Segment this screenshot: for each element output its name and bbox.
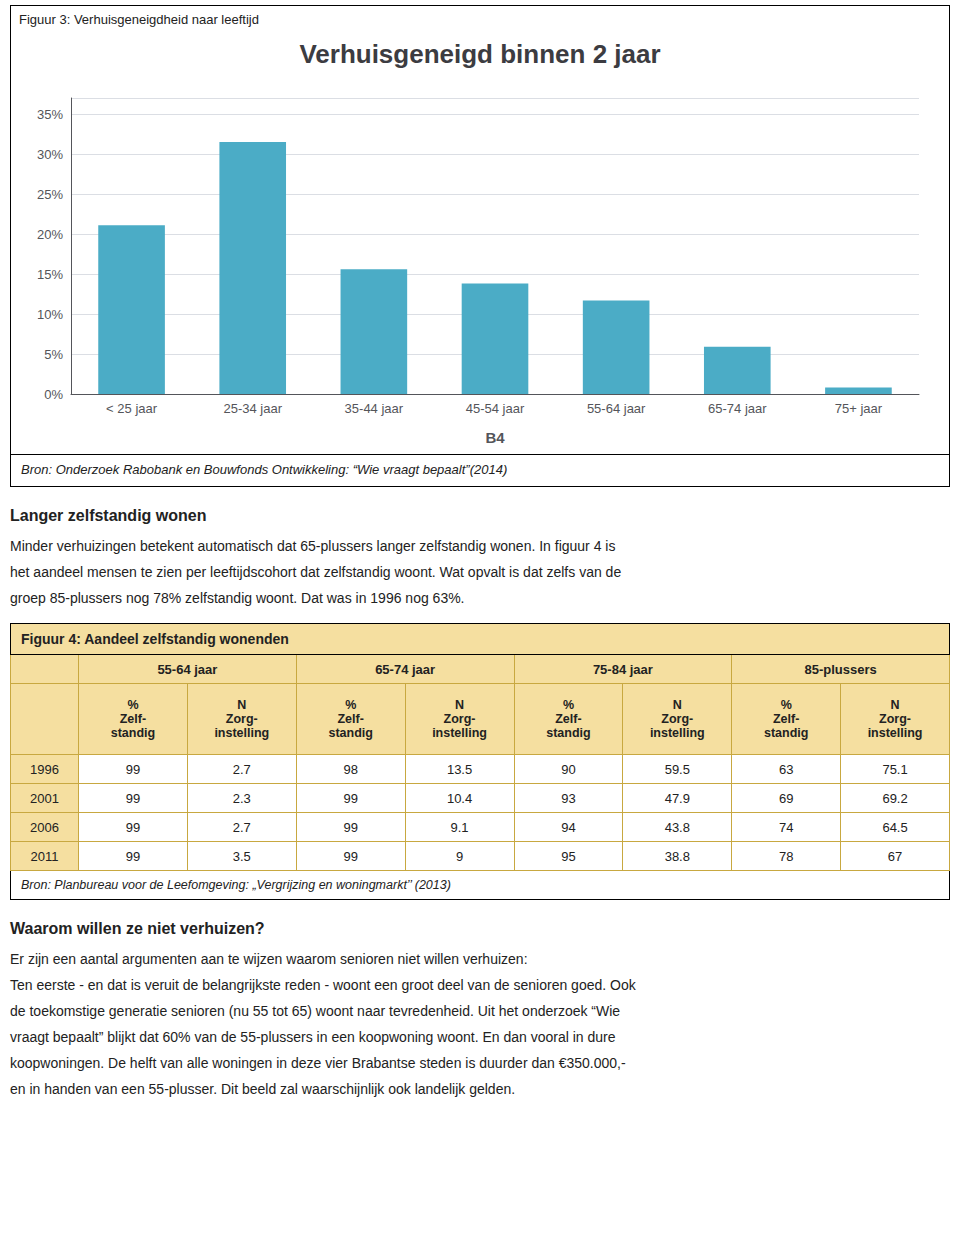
svg-text:0%: 0%: [44, 387, 63, 402]
html-text:13.5: 13.5: [446, 761, 473, 777]
html-text:Ten eerste - en dat is veruit: Ten eerste - en dat is veruit de belangr…: [10, 977, 636, 993]
html-text:90: 90: [561, 761, 576, 777]
html-text:% Zelf- standig: % Zelf- standig: [328, 698, 373, 740]
html-text:Figuur 3: Verhuisgeneigdheid n: Figuur 3: Verhuisgeneigdheid naar leefti…: [19, 12, 259, 27]
html-text:74: 74: [779, 819, 794, 835]
html-text:en in handen van een 55-plusse: en in handen van een 55-plusser. Dit bee…: [10, 1081, 516, 1097]
html-text:69.2: 69.2: [882, 790, 908, 806]
svg-text:15%: 15%: [37, 267, 63, 282]
html-text:47.9: 47.9: [664, 790, 690, 806]
html-text:63: 63: [779, 761, 794, 777]
html-text:2011: 2011: [30, 848, 59, 864]
html-text:99: 99: [343, 790, 358, 806]
html-text:Figuur 4: Aandeel zelfstandig: Figuur 4: Aandeel zelfstandig wonenden: [21, 631, 289, 647]
html-text:99: 99: [343, 819, 358, 835]
html-text:Er zijn een aantal argumenten: Er zijn een aantal argumenten aan te wij…: [10, 951, 528, 967]
svg-text:5%: 5%: [44, 347, 63, 362]
html-text:N Zorg- instelling: N Zorg- instelling: [867, 698, 923, 740]
svg-text:25-34 jaar: 25-34 jaar: [223, 401, 282, 416]
html-text:65-74 jaar: 65-74 jaar: [375, 661, 436, 677]
svg-text:45-54 jaar: 45-54 jaar: [466, 401, 525, 416]
html-text:het aandeel mensen te zien per: het aandeel mensen te zien per leeftijds…: [10, 564, 622, 580]
html-text:N Zorg- instelling: N Zorg- instelling: [432, 698, 487, 740]
html-text:% Zelf- standig: % Zelf- standig: [764, 698, 809, 740]
html-text:de toekomstige generatie senio: de toekomstige generatie senioren (nu 55…: [10, 1003, 621, 1019]
html-text:2.7: 2.7: [232, 761, 251, 777]
html-text:75-84 jaar: 75-84 jaar: [592, 661, 653, 677]
html-text:99: 99: [125, 761, 141, 777]
svg-text:35-44 jaar: 35-44 jaar: [345, 401, 404, 416]
html-text:59.5: 59.5: [664, 761, 690, 777]
html-text:98: 98: [343, 761, 358, 777]
html-text:93: 93: [561, 790, 576, 806]
html-text:75.1: 75.1: [882, 761, 908, 777]
html-text:85-plussers: 85-plussers: [804, 661, 877, 677]
svg-text:< 25 jaar: < 25 jaar: [106, 401, 158, 416]
svg-text:20%: 20%: [37, 227, 63, 242]
svg-text:30%: 30%: [37, 147, 63, 162]
svg-text:35%: 35%: [37, 107, 63, 122]
html-text:99: 99: [125, 819, 141, 835]
html-text:2.3: 2.3: [232, 790, 251, 806]
html-text:99: 99: [125, 848, 141, 864]
html-text:55-64 jaar: 55-64 jaar: [157, 661, 218, 677]
html-text:Bron: Planbureau voor de Leefo: Bron: Planbureau voor de Leefomgeving: „…: [21, 878, 451, 892]
html-text:groep 85-plussers nog 78% zelf: groep 85-plussers nog 78% zelfstandig wo…: [10, 590, 465, 606]
html-text:38.8: 38.8: [664, 848, 690, 864]
html-text:3.5: 3.5: [232, 848, 251, 864]
html-text:10.4: 10.4: [446, 790, 473, 806]
html-text:Waarom willen ze niet verhuize: Waarom willen ze niet verhuizen?: [10, 920, 265, 937]
html-text:koopwoningen. De helft van all: koopwoningen. De helft van alle woningen…: [10, 1055, 626, 1071]
html-text:78: 78: [779, 848, 794, 864]
html-text:2.7: 2.7: [232, 819, 251, 835]
svg-text:B4: B4: [485, 429, 505, 446]
html-text:N Zorg- instelling: N Zorg- instelling: [214, 698, 270, 740]
svg-text:65-74 jaar: 65-74 jaar: [708, 401, 767, 416]
html-text:94: 94: [561, 819, 576, 835]
html-text:Minder verhuizingen betekent a: Minder verhuizingen betekent automatisch…: [10, 538, 616, 554]
svg-text:25%: 25%: [37, 187, 63, 202]
html-text:9.1: 9.1: [450, 819, 469, 835]
html-text:95: 95: [561, 848, 576, 864]
html-text:vraagt bepaalt” blijkt dat 60%: vraagt bepaalt” blijkt dat 60% van de 55…: [10, 1029, 616, 1045]
html-text:64.5: 64.5: [882, 819, 908, 835]
svg-text:Verhuisgeneigd binnen 2 jaar: Verhuisgeneigd binnen 2 jaar: [299, 39, 660, 69]
svg-text:75+ jaar: 75+ jaar: [835, 401, 883, 416]
html-text:Langer zelfstandig wonen: Langer zelfstandig wonen: [10, 507, 207, 524]
html-text:1996: 1996: [30, 761, 59, 777]
html-text:% Zelf- standig: % Zelf- standig: [546, 698, 591, 740]
html-text:67: 67: [887, 848, 903, 864]
html-text:69: 69: [779, 790, 794, 806]
svg-text:10%: 10%: [37, 307, 63, 322]
svg-text:55-64 jaar: 55-64 jaar: [587, 401, 646, 416]
html-text:2006: 2006: [30, 819, 59, 835]
html-text:99: 99: [125, 790, 141, 806]
html-text:N Zorg- instelling: N Zorg- instelling: [649, 698, 705, 740]
html-text:% Zelf- standig: % Zelf- standig: [110, 698, 156, 740]
html-text:Bron: Onderzoek Rabobank en Bo: Bron: Onderzoek Rabobank en Bouwfonds On…: [21, 462, 508, 477]
html-text:43.8: 43.8: [664, 819, 690, 835]
html-text:2001: 2001: [30, 790, 59, 806]
html-text:99: 99: [343, 848, 358, 864]
html-text:9: 9: [455, 848, 464, 864]
